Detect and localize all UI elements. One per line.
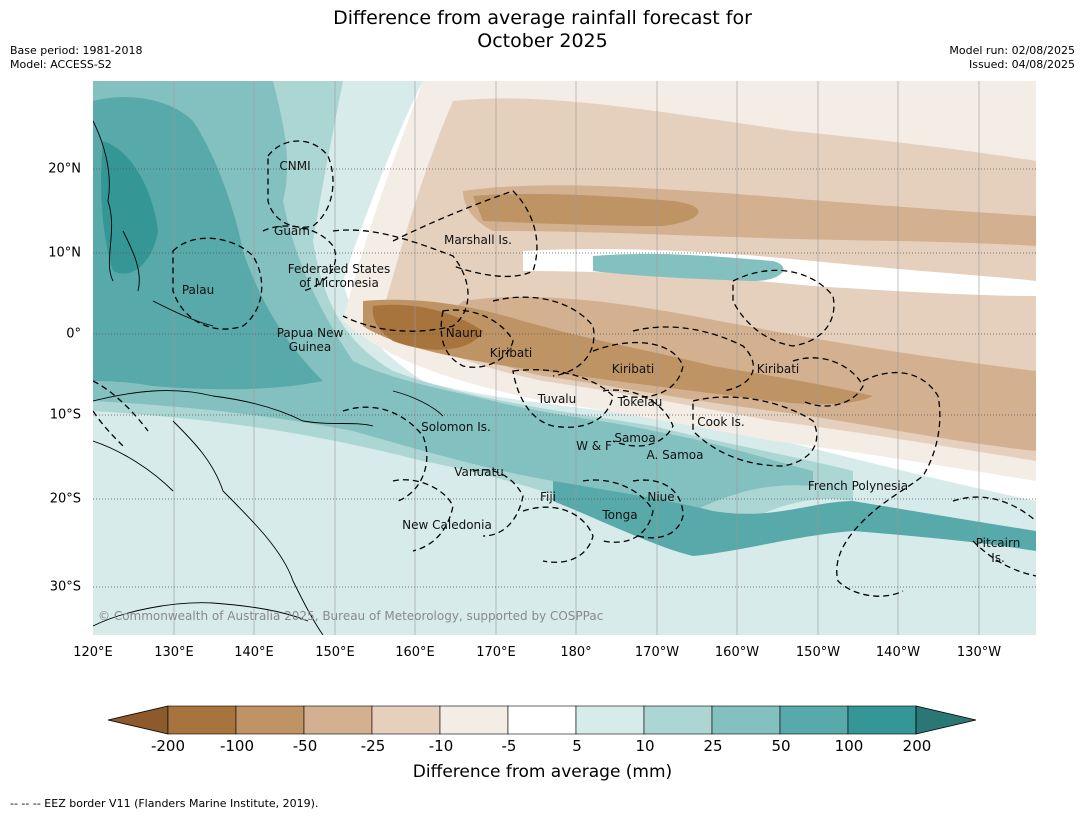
lon-tick: 130°E [154,645,194,660]
base-period-text: Base period: 1981-2018 [10,44,143,57]
colorbar-segment [303,705,373,735]
label-kiribati-east: Kiribati [756,362,800,376]
colorbar-tick: -5 [501,737,517,755]
colorbar-tick: -50 [292,737,318,755]
dry-region-north-50 [473,193,699,226]
colorbar-segment [711,705,781,735]
colorbar-tick: 50 [771,737,791,755]
graticule [173,81,980,635]
colorbar-segment [575,705,645,735]
label-solomon: Solomon Is. [421,420,491,434]
wet-streak-north-core [593,253,784,281]
label-guam: Guam [274,224,310,238]
lon-tick: 180° [560,645,592,660]
label-tokelau: Tokelau [617,395,663,409]
label-kiribati-central: Kiribati [611,362,655,376]
lon-tick: 130°W [956,645,1002,660]
colorbar-tick: -10 [428,737,454,755]
coastlines [93,120,444,635]
colorbar-tick: -200 [150,737,186,755]
lat-tick: 20°N [48,161,81,177]
colorbar-segment [439,705,509,735]
label-tonga: Tonga [602,508,638,522]
label-samoa: Samoa [614,431,656,445]
colorbar-tick: -25 [360,737,386,755]
lon-tick: 150°W [795,645,841,660]
colorbar-tick: 100 [834,737,864,755]
lon-tick: 140°W [875,645,921,660]
label-vanuatu: Vanuatu [454,465,504,479]
lon-tick: 160°W [714,645,760,660]
copyright-notice: © Commonwealth of Australia 2025, Bureau… [98,609,604,623]
colorbar-segment [371,705,441,735]
wet-region-200 [101,141,158,274]
lon-tick: 120°E [73,645,113,660]
lat-tick: 0° [66,326,81,342]
label-niue: Niue [647,490,675,504]
colorbar-segment [779,705,849,735]
colorbar-label: Difference from average (mm) [412,762,673,782]
colorbar-tick: 10 [635,737,655,755]
lon-tick: 140°E [234,645,274,660]
label-kiribati-west: Kiribati [489,346,533,360]
wet-band-east [553,481,1036,556]
label-cnmi: CNMI [279,159,311,173]
label-french-polynesia: French Polynesia [807,479,909,493]
label-tuvalu: Tuvalu [537,392,577,406]
latitude-lines [93,168,1036,588]
label-palau: Palau [181,283,215,297]
colorbar-extend-high [915,705,977,735]
label-fsm-2: of Micronesia [299,276,379,290]
lon-tick: 150°E [315,645,355,660]
colorbar [107,705,977,735]
label-new-caledonia: New Caledonia [402,518,492,532]
map-title: Difference from average rainfall forecas… [333,7,752,52]
wet-region-50 [93,81,813,521]
eez-borders [93,140,1036,597]
colorbar-segment [167,705,237,735]
lon-tick: 170°E [476,645,516,660]
lat-tick: 30°S [49,579,81,595]
eez-footnote: -- -- -- EEZ border V11 (Flanders Marine… [10,797,319,810]
meta-left: Base period: 1981-2018 Model: ACCESS-S2 [10,44,142,72]
label-american-samoa: A. Samoa [646,448,704,462]
map-area: CNMI Guam Marshall Is. Federated States … [93,81,1036,635]
lat-tick: 10°S [49,407,81,423]
model-run-text: Model run: 02/08/2025 [949,44,1075,57]
label-pitcairn-2: Is. [991,551,1005,565]
issued-text: Issued: 04/08/2025 [968,58,1075,71]
model-text: Model: ACCESS-S2 [10,58,112,71]
label-pitcairn-1: Pitcairn [975,536,1021,550]
label-nauru: Nauru [445,326,483,340]
colorbar-tick: 200 [902,737,932,755]
label-png-1: Papua New [276,326,344,340]
lat-tick: 10°N [48,245,81,261]
dry-region-100 [372,304,483,350]
lat-tick: 20°S [49,491,81,507]
label-png-2: Guinea [288,340,332,354]
colorbar-segment [847,705,917,735]
meta-right: Model run: 02/08/2025 Issued: 04/08/2025 [949,44,1075,72]
colorbar-segment [235,705,305,735]
dry-region-50 [363,299,873,405]
wet-region-100 [93,97,323,390]
colorbar-segment [643,705,713,735]
colorbar-tick: 5 [572,737,582,755]
label-wf: W & F [576,439,612,453]
lon-tick: 170°W [634,645,680,660]
colorbar-tick: -100 [219,737,255,755]
label-fiji: Fiji [539,490,557,504]
colorbar-extend-low [107,705,169,735]
lon-tick: 160°E [395,645,435,660]
rainfall-anomaly-map [93,81,1036,635]
colorbar-segment [507,705,577,735]
label-marshall: Marshall Is. [444,233,512,247]
label-fsm-1: Federated States [287,262,391,276]
colorbar-tick: 25 [703,737,723,755]
label-cook: Cook Is. [697,415,745,429]
